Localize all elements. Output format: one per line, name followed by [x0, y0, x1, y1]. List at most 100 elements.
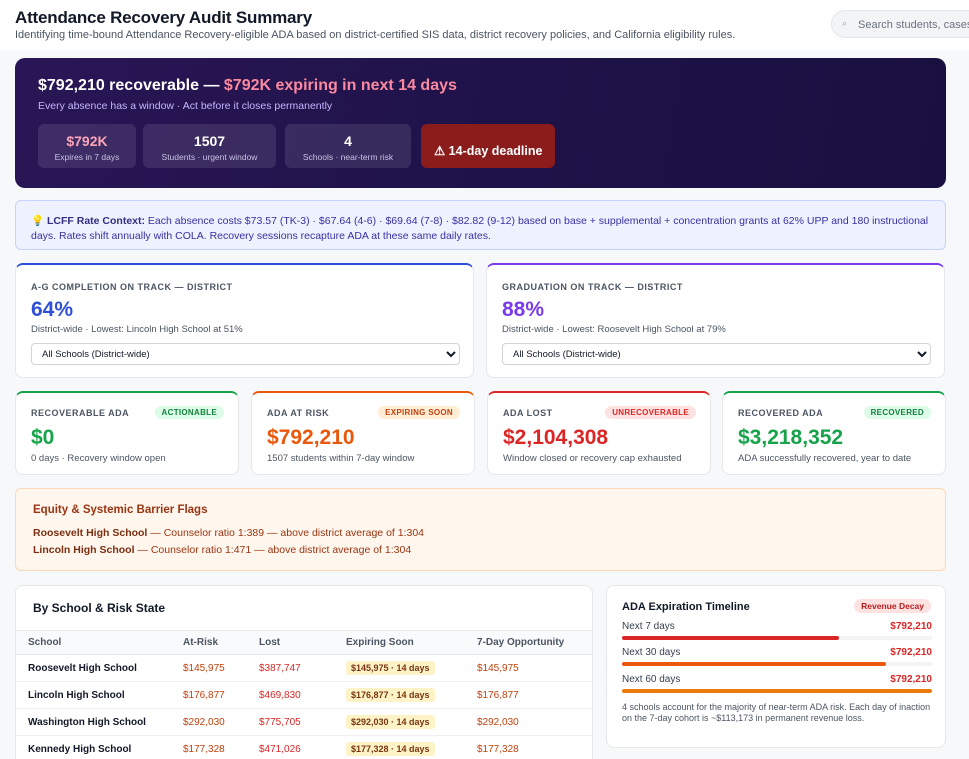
kpi-note: Window closed or recovery cap exhausted [503, 453, 682, 464]
ada-expiration-timeline: ADA Expiration Timeline Revenue Decay Ne… [606, 585, 946, 748]
timeline-bar-fill [622, 636, 839, 640]
hero-stat-schools: 4 Schools · near-term risk [285, 124, 411, 168]
equity-flag: Roosevelt High School — Counselor ratio … [33, 527, 424, 539]
hero-stat-expiring: $792K Expires in 7 days [38, 124, 136, 168]
school-name: Washington High School [16, 708, 183, 736]
search-box[interactable]: ⌕ [831, 10, 969, 38]
equity-text: — Counselor ratio 1:471 — above district… [134, 544, 412, 556]
hero-stat-value: 4 [344, 133, 352, 149]
equity-school: Roosevelt High School [33, 527, 148, 539]
lcff-text: Each absence costs $73.57 (TK-3) · $67.6… [31, 215, 929, 242]
search-input[interactable] [858, 16, 969, 34]
lost-value: $469,830 [259, 681, 346, 709]
recoverable-ada-card: RECOVERABLE ADA ACTIONABLE $0 0 days · R… [15, 391, 239, 475]
hero-title-accent: $792K expiring in next 14 days [223, 77, 457, 94]
table-row[interactable]: Roosevelt High School $145,975 $387,747 … [16, 654, 592, 682]
hero-stat-value: 1507 [193, 133, 226, 149]
hero-stat-label: Students · urgent window [161, 152, 258, 162]
column-header[interactable]: 7-Day Opportunity [477, 630, 592, 655]
kpi-value: $792,210 [267, 426, 355, 449]
lcff-label: LCFF Rate Context: [47, 215, 145, 227]
table-row[interactable]: Lincoln High School $176,877 $469,830 $1… [16, 681, 592, 709]
search-icon: ⌕ [842, 18, 848, 28]
opportunity-value: $145,975 [477, 654, 592, 682]
at-risk-value: $177,328 [183, 735, 259, 759]
timeline-footnote: 4 schools account for the majority of ne… [622, 702, 931, 723]
opportunity-value: $292,030 [477, 708, 592, 736]
hero-stat-label: Schools · near-term risk [302, 152, 394, 162]
hero-subtitle: Every absence has a window · Act before … [38, 100, 333, 112]
lost-value: $775,705 [259, 708, 346, 736]
expiring-cell: $145,975 · 14 days [346, 654, 477, 682]
kpi-note: ADA successfully recovered, year to date [738, 453, 912, 464]
expiring-pill: $292,030 · 14 days [346, 715, 435, 729]
equity-flag: Lincoln High School — Counselor ratio 1:… [33, 544, 411, 556]
timeline-row-amount: $792,210 [890, 621, 932, 632]
table-row[interactable]: Kennedy High School $177,328 $471,026 $1… [16, 735, 592, 759]
table-header-row: School At-Risk Lost Expiring Soon 7-Day … [16, 630, 592, 655]
kpi-value: $2,104,308 [503, 426, 609, 449]
lost-value: $387,747 [259, 654, 346, 682]
column-header[interactable]: At-Risk [183, 630, 259, 655]
column-header[interactable]: Lost [259, 630, 346, 655]
expiring-cell: $176,877 · 14 days [346, 681, 477, 709]
ag-completion-card: A-G COMPLETION ON TRACK — DISTRICT 64% D… [15, 263, 474, 378]
hero-stat-students: 1507 Students · urgent window [143, 124, 276, 168]
school-risk-table: School At-Risk Lost Expiring Soon 7-Day … [16, 630, 592, 759]
column-header[interactable]: Expiring Soon [346, 630, 477, 655]
expiring-pill: $145,975 · 14 days [346, 661, 435, 675]
card-label: GRADUATION ON TRACK — DISTRICT [502, 282, 683, 292]
equity-title: Equity & Systemic Barrier Flags [33, 504, 208, 516]
recovered-ada-card: RECOVERED ADA RECOVERED $3,218,352 ADA s… [722, 391, 946, 475]
kpi-note: 1507 students within 7-day window [267, 453, 415, 464]
card-percent: 64% [31, 298, 74, 321]
card-percent: 88% [502, 298, 545, 321]
school-name: Kennedy High School [16, 735, 183, 759]
expiring-pill: $177,328 · 14 days [346, 742, 435, 756]
card-label: A-G COMPLETION ON TRACK — DISTRICT [31, 282, 233, 292]
timeline-row-amount: $792,210 [890, 674, 932, 685]
at-risk-value: $176,877 [183, 681, 259, 709]
graduation-card: GRADUATION ON TRACK — DISTRICT 88% Distr… [486, 263, 945, 378]
hero-banner: $792,210 recoverable — $792K expiring in… [15, 58, 946, 188]
kpi-label: RECOVERABLE ADA [31, 408, 130, 418]
column-header[interactable]: School [16, 630, 183, 655]
school-select[interactable]: All Schools (District-wide) [502, 343, 931, 365]
timeline-bar-track [622, 662, 932, 666]
timeline-bar-track [622, 689, 932, 693]
expiring-cell: $177,328 · 14 days [346, 735, 477, 759]
deadline-button[interactable]: ⚠ 14-day deadline [421, 124, 555, 168]
lcff-rate-context: 💡 LCFF Rate Context: Each absence costs … [15, 200, 946, 250]
kpi-value: $3,218,352 [738, 426, 844, 449]
equity-text: — Counselor ratio 1:389 — above district… [147, 527, 425, 539]
revenue-decay-badge: Revenue Decay [854, 599, 931, 613]
card-note: District-wide · Lowest: Lincoln High Sch… [31, 324, 243, 335]
at-risk-value: $292,030 [183, 708, 259, 736]
kpi-badge: EXPIRING SOON [378, 406, 460, 419]
page-subtitle: Identifying time-bound Attendance Recove… [15, 29, 736, 41]
timeline-bar-fill [622, 662, 886, 666]
timeline-row-label: Next 60 days [622, 674, 681, 685]
kpi-label: ADA AT RISK [267, 408, 330, 418]
timeline-bar-fill [622, 689, 932, 693]
expiring-pill: $176,877 · 14 days [346, 688, 435, 702]
school-select[interactable]: All Schools (District-wide) [31, 343, 460, 365]
kpi-badge: ACTIONABLE [154, 406, 224, 419]
equity-school: Lincoln High School [33, 544, 135, 556]
hero-title-main: $792,210 recoverable — [38, 77, 224, 94]
kpi-value: $0 [31, 426, 55, 449]
card-note: District-wide · Lowest: Roosevelt High S… [502, 324, 726, 335]
page-title: Attendance Recovery Audit Summary [15, 8, 312, 27]
timeline-row-label: Next 30 days [622, 647, 681, 658]
kpi-note: 0 days · Recovery window open [31, 453, 166, 464]
lost-value: $471,026 [259, 735, 346, 759]
timeline-title: ADA Expiration Timeline [622, 601, 750, 613]
kpi-label: ADA LOST [503, 408, 553, 418]
lightbulb-icon: 💡 [31, 215, 47, 227]
ada-lost-card: ADA LOST UNRECOVERABLE $2,104,308 Window… [487, 391, 711, 475]
school-risk-table-card: By School & Risk State School At-Risk Lo… [15, 585, 593, 759]
table-row[interactable]: Washington High School $292,030 $775,705… [16, 708, 592, 736]
hero-stat-value: $792K [66, 133, 108, 149]
equity-flags-panel: Equity & Systemic Barrier Flags Roosevel… [15, 488, 946, 571]
hero-title: $792,210 recoverable — $792K expiring in… [38, 77, 457, 95]
